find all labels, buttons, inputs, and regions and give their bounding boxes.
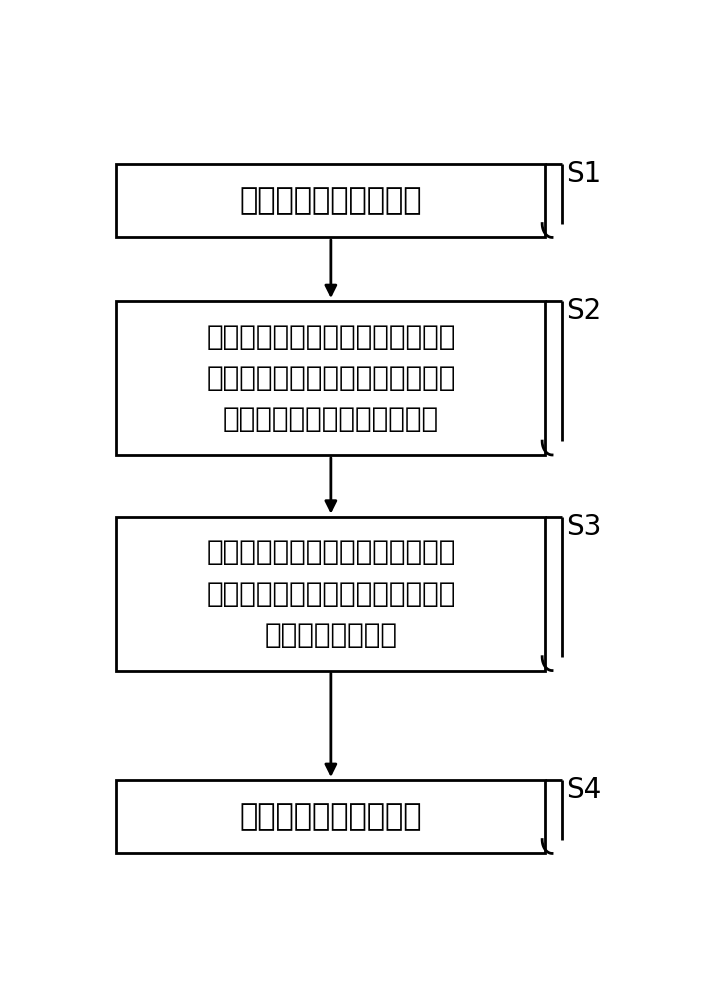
Text: 获取交叉眼干扰情况下的差路信号
与和路信号的比值，并根据所述比
值获取跟踪误差角: 获取交叉眼干扰情况下的差路信号 与和路信号的比值，并根据所述比 值获取跟踪误差角	[206, 538, 456, 649]
Text: S4: S4	[567, 776, 601, 804]
Bar	[116, 780, 545, 853]
Bar	[116, 517, 545, 671]
Text: 交换和差单脉冲测角公式中的和路
信号与差路信号，得到交叉眼干扰
情况下的和路信号和差路信号: 交换和差单脉冲测角公式中的和路 信号与差路信号，得到交叉眼干扰 情况下的和路信号…	[206, 323, 456, 433]
Text: 进行交叉眼模式下跟踪: 进行交叉眼模式下跟踪	[239, 802, 422, 831]
Bar	[116, 301, 545, 455]
Text: 进入抗交叉眼干扰模式: 进入抗交叉眼干扰模式	[239, 186, 422, 215]
Text: S1: S1	[567, 160, 601, 188]
Bar	[116, 164, 545, 237]
Text: S3: S3	[567, 513, 601, 541]
Text: S2: S2	[567, 297, 601, 325]
